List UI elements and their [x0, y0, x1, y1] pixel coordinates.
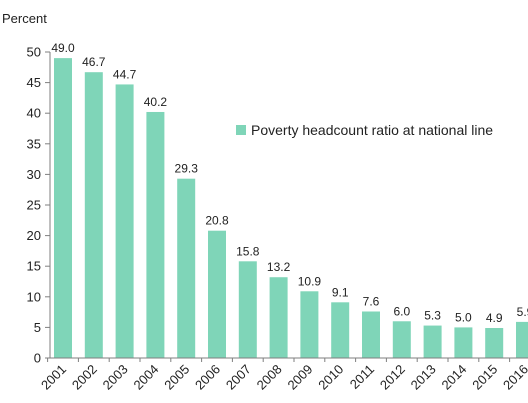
data-label-2002: 46.7 [82, 55, 106, 69]
bar-2010 [331, 302, 350, 358]
x-tick-label-2010: 2010 [315, 362, 346, 393]
bar-2002 [84, 72, 103, 359]
y-tick-label: 10 [27, 289, 41, 304]
y-axis-ticks: 0 5 10 15 20 25 30 35 40 45 50 [27, 45, 50, 366]
data-label-2009: 10.9 [298, 274, 322, 288]
data-label-2016: 5.9 [517, 305, 528, 319]
bar-2013 [423, 325, 442, 358]
legend-label: Poverty headcount ratio at national line [251, 122, 493, 138]
y-tick-label: 20 [27, 228, 41, 243]
legend: Poverty headcount ratio at national line [236, 122, 493, 138]
data-label-2012: 6.0 [393, 304, 410, 318]
bar-2008 [269, 277, 288, 358]
bar-2015 [485, 328, 504, 358]
x-tick-label-2002: 2002 [69, 362, 100, 393]
x-tick-label-2008: 2008 [254, 362, 285, 393]
x-tick-label-2009: 2009 [284, 362, 315, 393]
bar-2001 [54, 58, 72, 359]
y-tick-label: 35 [27, 136, 41, 151]
bar-2016 [516, 321, 528, 358]
bar-2004 [146, 111, 165, 358]
data-label-2007: 15.8 [236, 244, 260, 258]
data-labels: 49.0 46.7 44.7 40.2 29.3 20.8 15.8 13.2 10.9 9.1 7… [51, 41, 528, 325]
data-label-2001: 49.0 [51, 41, 75, 55]
data-label-2014: 5.0 [455, 310, 472, 324]
y-tick-label: 40 [27, 106, 41, 121]
y-tick-label: 25 [27, 198, 41, 213]
data-label-2013: 5.3 [424, 309, 441, 323]
x-tick-label-2014: 2014 [438, 362, 469, 393]
x-tick-label-2011: 2011 [347, 362, 377, 392]
bar-2007 [238, 261, 257, 358]
bar-2006 [208, 230, 226, 358]
x-tick-label-2001: 2001 [38, 362, 69, 393]
x-tick-label-2005: 2005 [161, 362, 192, 393]
x-tick-label-2004: 2004 [130, 362, 161, 393]
y-tick-label: 30 [27, 167, 41, 182]
x-tick-label-2016: 2016 [500, 362, 528, 393]
x-tick-label-2013: 2013 [408, 362, 439, 393]
legend-swatch [236, 125, 246, 135]
x-tick-label-2012: 2012 [377, 362, 408, 393]
data-label-2004: 40.2 [144, 95, 168, 109]
y-tick-label: 45 [27, 75, 41, 90]
bar-series [54, 58, 528, 359]
y-tick-label: 0 [34, 351, 41, 366]
x-tick-label-2015: 2015 [469, 362, 500, 393]
bar-2011 [362, 311, 380, 358]
y-tick-label: 15 [27, 259, 41, 274]
x-tick-label-2003: 2003 [100, 362, 131, 393]
x-tick-label-2006: 2006 [192, 362, 223, 393]
data-label-2003: 44.7 [113, 67, 137, 81]
x-tick-label-2007: 2007 [223, 362, 254, 393]
data-label-2008: 13.2 [267, 260, 291, 274]
data-label-2015: 4.9 [486, 311, 503, 325]
data-label-2011: 7.6 [363, 294, 380, 308]
bar-2003 [115, 84, 134, 358]
y-tick-label: 5 [34, 320, 41, 335]
data-label-2006: 20.8 [205, 214, 229, 228]
y-tick-label: 50 [27, 45, 41, 60]
bar-2012 [392, 321, 411, 358]
data-label-2010: 9.1 [332, 285, 349, 299]
bar-2009 [300, 291, 319, 358]
x-axis-ticks: 2001 2002 2003 2004 2005 2006 2007 2008 2009 2010… [38, 358, 528, 393]
bar-2014 [454, 327, 473, 358]
bar-2005 [177, 178, 196, 358]
data-label-2005: 29.3 [175, 162, 199, 176]
y-axis-unit-label: Percent [2, 11, 47, 26]
